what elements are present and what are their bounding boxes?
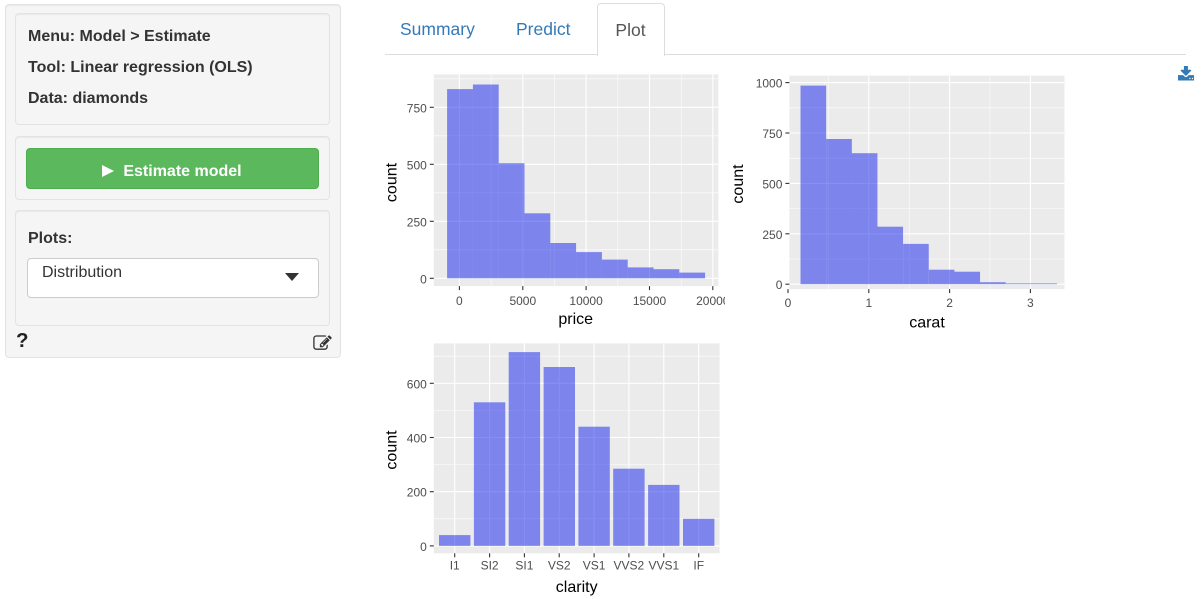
svg-text:SI2: SI2 bbox=[481, 558, 499, 572]
svg-text:VS2: VS2 bbox=[548, 558, 571, 572]
svg-text:0: 0 bbox=[420, 540, 427, 554]
svg-text:count: count bbox=[384, 430, 401, 470]
svg-text:clarity: clarity bbox=[556, 579, 598, 596]
svg-text:500: 500 bbox=[407, 158, 427, 172]
svg-text:20000: 20000 bbox=[696, 294, 725, 308]
svg-text:10000: 10000 bbox=[569, 294, 603, 308]
svg-text:0: 0 bbox=[456, 294, 463, 308]
svg-text:I1: I1 bbox=[450, 558, 460, 572]
svg-text:2: 2 bbox=[946, 296, 953, 310]
svg-text:200: 200 bbox=[407, 486, 427, 500]
svg-text:SI1: SI1 bbox=[515, 558, 533, 572]
svg-text:0: 0 bbox=[785, 296, 792, 310]
svg-text:250: 250 bbox=[407, 215, 427, 229]
svg-text:400: 400 bbox=[407, 432, 427, 446]
svg-text:count: count bbox=[384, 162, 401, 202]
svg-text:500: 500 bbox=[762, 177, 782, 191]
svg-text:VS1: VS1 bbox=[583, 558, 606, 572]
svg-text:750: 750 bbox=[407, 101, 427, 115]
svg-text:carat: carat bbox=[909, 315, 945, 331]
svg-text:VVS2: VVS2 bbox=[614, 558, 645, 572]
svg-text:15000: 15000 bbox=[633, 294, 667, 308]
svg-text:600: 600 bbox=[407, 377, 427, 391]
svg-text:1000: 1000 bbox=[756, 77, 783, 91]
svg-text:price: price bbox=[558, 311, 593, 328]
svg-text:3: 3 bbox=[1027, 296, 1034, 310]
svg-text:5000: 5000 bbox=[509, 294, 536, 308]
svg-text:750: 750 bbox=[762, 127, 782, 141]
svg-text:IF: IF bbox=[693, 558, 704, 572]
svg-text:count: count bbox=[733, 164, 747, 204]
svg-text:0: 0 bbox=[776, 278, 783, 292]
svg-text:0: 0 bbox=[420, 272, 427, 286]
svg-text:1: 1 bbox=[865, 296, 872, 310]
svg-text:250: 250 bbox=[762, 228, 782, 242]
svg-text:VVS1: VVS1 bbox=[648, 558, 679, 572]
